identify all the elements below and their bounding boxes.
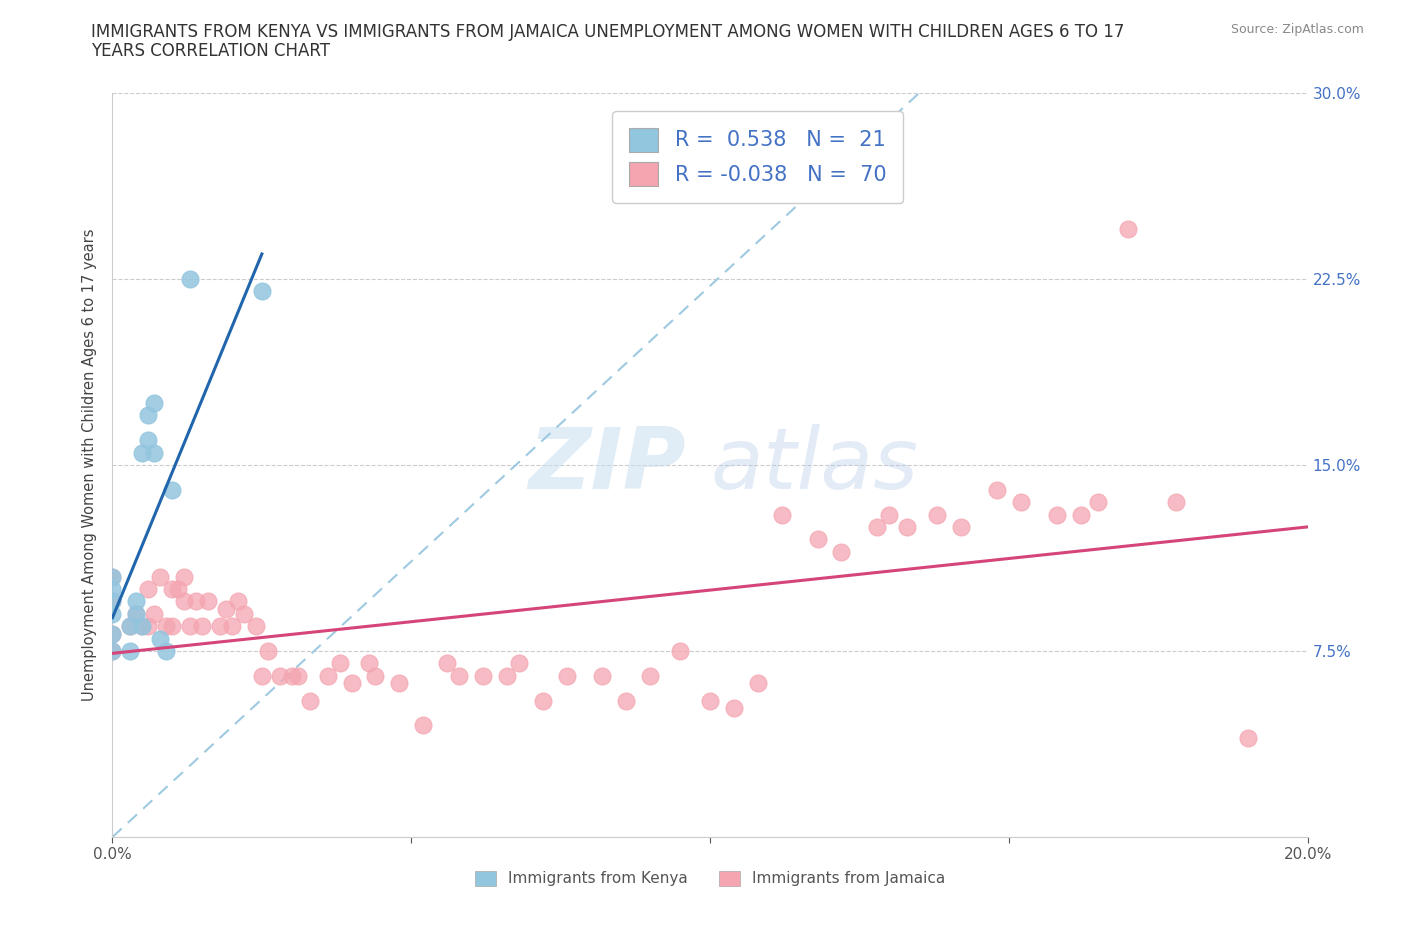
Point [162,483,183,498]
Point [807,532,830,547]
Point [1237,730,1260,745]
Point [101,644,124,658]
Point [101,569,124,584]
Point [1070,507,1092,522]
Point [191,618,214,633]
Point [269,669,291,684]
Point [699,693,721,708]
Point [101,594,124,609]
Point [1118,222,1140,237]
Point [281,669,304,684]
Point [287,669,309,684]
Point [723,700,745,715]
Point [120,644,142,658]
Point [209,618,232,633]
Point [101,569,124,584]
Point [138,618,160,633]
Point [131,618,153,633]
Point [101,626,124,641]
Point [298,693,321,708]
Point [250,669,273,684]
Point [472,669,495,684]
Point [138,432,160,447]
Point [340,676,363,691]
Point [555,669,578,684]
Point [143,445,166,460]
Point [221,618,243,633]
Point [359,656,381,671]
Point [125,606,148,621]
Point [388,676,411,691]
Point [747,676,769,691]
Text: YEARS CORRELATION CHART: YEARS CORRELATION CHART [91,42,330,60]
Legend: Immigrants from Kenya, Immigrants from Jamaica: Immigrants from Kenya, Immigrants from J… [468,864,952,893]
Point [120,618,142,633]
Point [364,669,387,684]
Point [131,445,153,460]
Point [131,618,153,633]
Point [1087,495,1109,510]
Point [143,395,166,410]
Y-axis label: Unemployment Among Women with Children Ages 6 to 17 years: Unemployment Among Women with Children A… [82,229,97,701]
Point [167,581,190,596]
Point [155,644,177,658]
Point [226,594,249,609]
Point [101,644,124,658]
Point [162,581,183,596]
Point [138,581,160,596]
Text: Source: ZipAtlas.com: Source: ZipAtlas.com [1230,23,1364,36]
Point [125,594,148,609]
Text: atlas: atlas [710,423,918,507]
Point [162,618,183,633]
Point [173,569,195,584]
Point [669,644,692,658]
Point [831,544,853,559]
Point [896,520,918,535]
Point [616,693,638,708]
Point [592,669,614,684]
Point [179,618,201,633]
Point [449,669,471,684]
Point [233,606,256,621]
Point [125,606,148,621]
Point [640,669,662,684]
Point [245,618,267,633]
Point [770,507,793,522]
Point [879,507,901,522]
Point [101,626,124,641]
Point [149,631,172,646]
Point [950,520,973,535]
Point [257,644,280,658]
Point [508,656,530,671]
Point [329,656,352,671]
Point [412,718,434,733]
Point [496,669,519,684]
Point [138,408,160,423]
Text: IMMIGRANTS FROM KENYA VS IMMIGRANTS FROM JAMAICA UNEMPLOYMENT AMONG WOMEN WITH C: IMMIGRANTS FROM KENYA VS IMMIGRANTS FROM… [91,23,1125,41]
Point [149,569,172,584]
Text: ZIP: ZIP [529,423,686,507]
Point [173,594,195,609]
Point [155,618,177,633]
Point [531,693,554,708]
Point [436,656,458,671]
Point [986,483,1008,498]
Point [101,606,124,621]
Point [316,669,339,684]
Point [179,272,201,286]
Point [186,594,208,609]
Point [927,507,949,522]
Point [1046,507,1069,522]
Point [1010,495,1032,510]
Point [250,284,273,299]
Point [215,602,238,617]
Point [1166,495,1188,510]
Point [101,594,124,609]
Point [120,618,142,633]
Point [866,520,889,535]
Point [143,606,166,621]
Point [197,594,219,609]
Point [101,581,124,596]
